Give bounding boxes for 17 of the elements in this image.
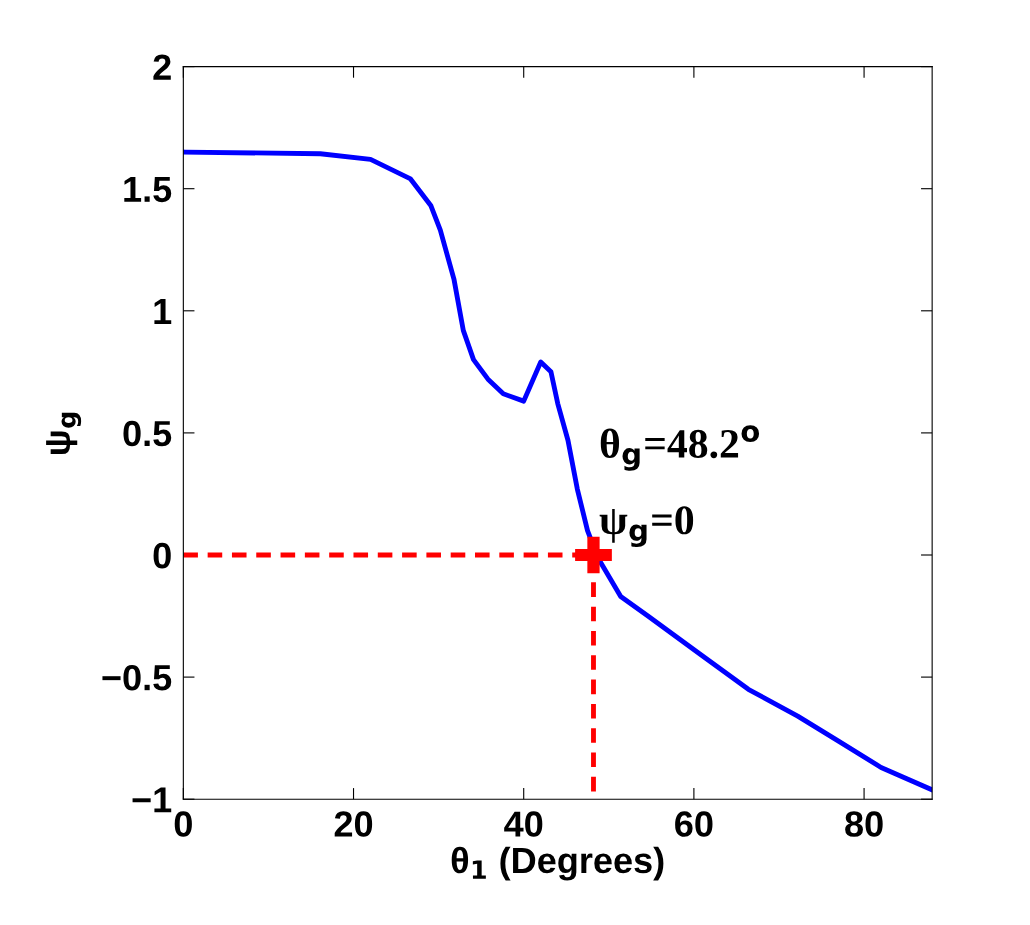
line-series bbox=[183, 149, 933, 792]
x-axis-title: θ$_{1}$ (Degrees) bbox=[451, 846, 664, 881]
x-tick-label: 40 bbox=[504, 811, 543, 837]
x-tick-label: 80 bbox=[845, 811, 883, 837]
x-tick-label: 60 bbox=[675, 811, 713, 837]
y-tick-label: 1 bbox=[154, 299, 172, 324]
y-tick-label: −1 bbox=[132, 787, 172, 813]
x-tick-label: 0 bbox=[174, 811, 192, 837]
y-axis-title: ψ$_{g}$ bbox=[46, 412, 82, 455]
x-tick-label: 20 bbox=[334, 811, 373, 837]
y-tick-label: 1.5 bbox=[124, 176, 172, 203]
y-tick-label: 0.5 bbox=[123, 420, 172, 447]
annotation: θ$_{g}$=48.2$^{o}$ bbox=[600, 425, 760, 471]
y-tick-label: 2 bbox=[153, 54, 171, 80]
y-tick-label: 0 bbox=[153, 542, 171, 569]
y-tick-label: −0.5 bbox=[102, 664, 172, 691]
annotation: ψ$_{g}$=0 bbox=[599, 506, 694, 548]
